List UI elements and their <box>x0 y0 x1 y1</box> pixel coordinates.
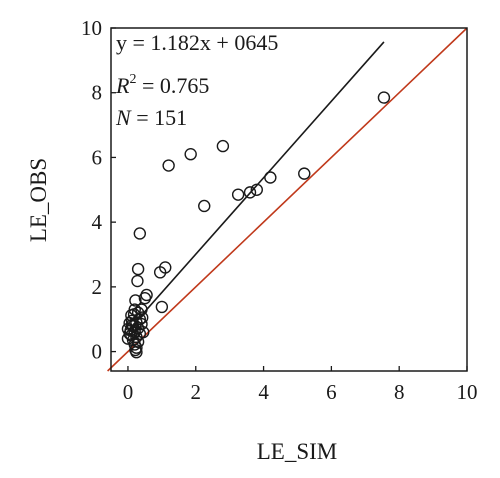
data-point <box>155 300 169 314</box>
equation-annotation: y = 1.182x + 0645 <box>116 30 278 55</box>
x-tick-label: 10 <box>457 380 478 404</box>
data-point <box>125 318 139 332</box>
y-tick-label: 2 <box>92 275 103 299</box>
plot-layer <box>107 27 468 372</box>
data-point <box>130 346 143 359</box>
one-to-one-line <box>107 27 468 372</box>
data-point <box>135 317 148 331</box>
x-axis-title: LE_SIM <box>257 439 338 464</box>
x-tick-label: 4 <box>258 380 269 404</box>
data-point <box>264 171 277 184</box>
annotation-block: y = 1.182x + 0645 R2 = 0.765 N = 151 <box>115 30 278 130</box>
data-point <box>162 159 175 172</box>
y-axis-title: LE_OBS <box>26 158 51 242</box>
n-annotation: N = 151 <box>115 105 187 130</box>
data-point <box>298 167 311 180</box>
data-point <box>231 188 245 201</box>
ticks-layer: 0 2 4 6 8 10 0 2 4 6 8 10 <box>81 16 478 404</box>
x-tick-label: 2 <box>191 380 202 404</box>
data-point <box>138 291 152 305</box>
data-point <box>250 183 263 196</box>
data-point <box>135 311 149 324</box>
y-tick-label: 6 <box>92 145 103 169</box>
data-point <box>243 186 257 199</box>
data-point <box>216 139 230 153</box>
x-tick-label: 6 <box>326 380 337 404</box>
data-point <box>128 303 141 316</box>
y-tick-label: 10 <box>81 16 102 40</box>
y-tick-label: 4 <box>92 210 103 234</box>
points-layer <box>121 91 391 359</box>
data-point <box>184 147 197 161</box>
data-point <box>129 294 142 307</box>
x-tick-label: 0 <box>123 380 134 404</box>
y-tick-label: 8 <box>92 81 103 105</box>
y-tick-label: 0 <box>92 340 103 364</box>
regression-fit-line <box>127 41 385 332</box>
data-point <box>198 199 211 213</box>
data-point <box>137 325 150 339</box>
data-point <box>153 266 167 279</box>
data-point <box>377 91 391 104</box>
r2-annotation: R2 = 0.765 <box>115 72 209 98</box>
plot-frame <box>110 27 468 372</box>
data-point <box>133 227 147 240</box>
data-point <box>131 262 145 276</box>
x-tick-label: 8 <box>394 380 405 404</box>
data-point <box>131 274 144 288</box>
